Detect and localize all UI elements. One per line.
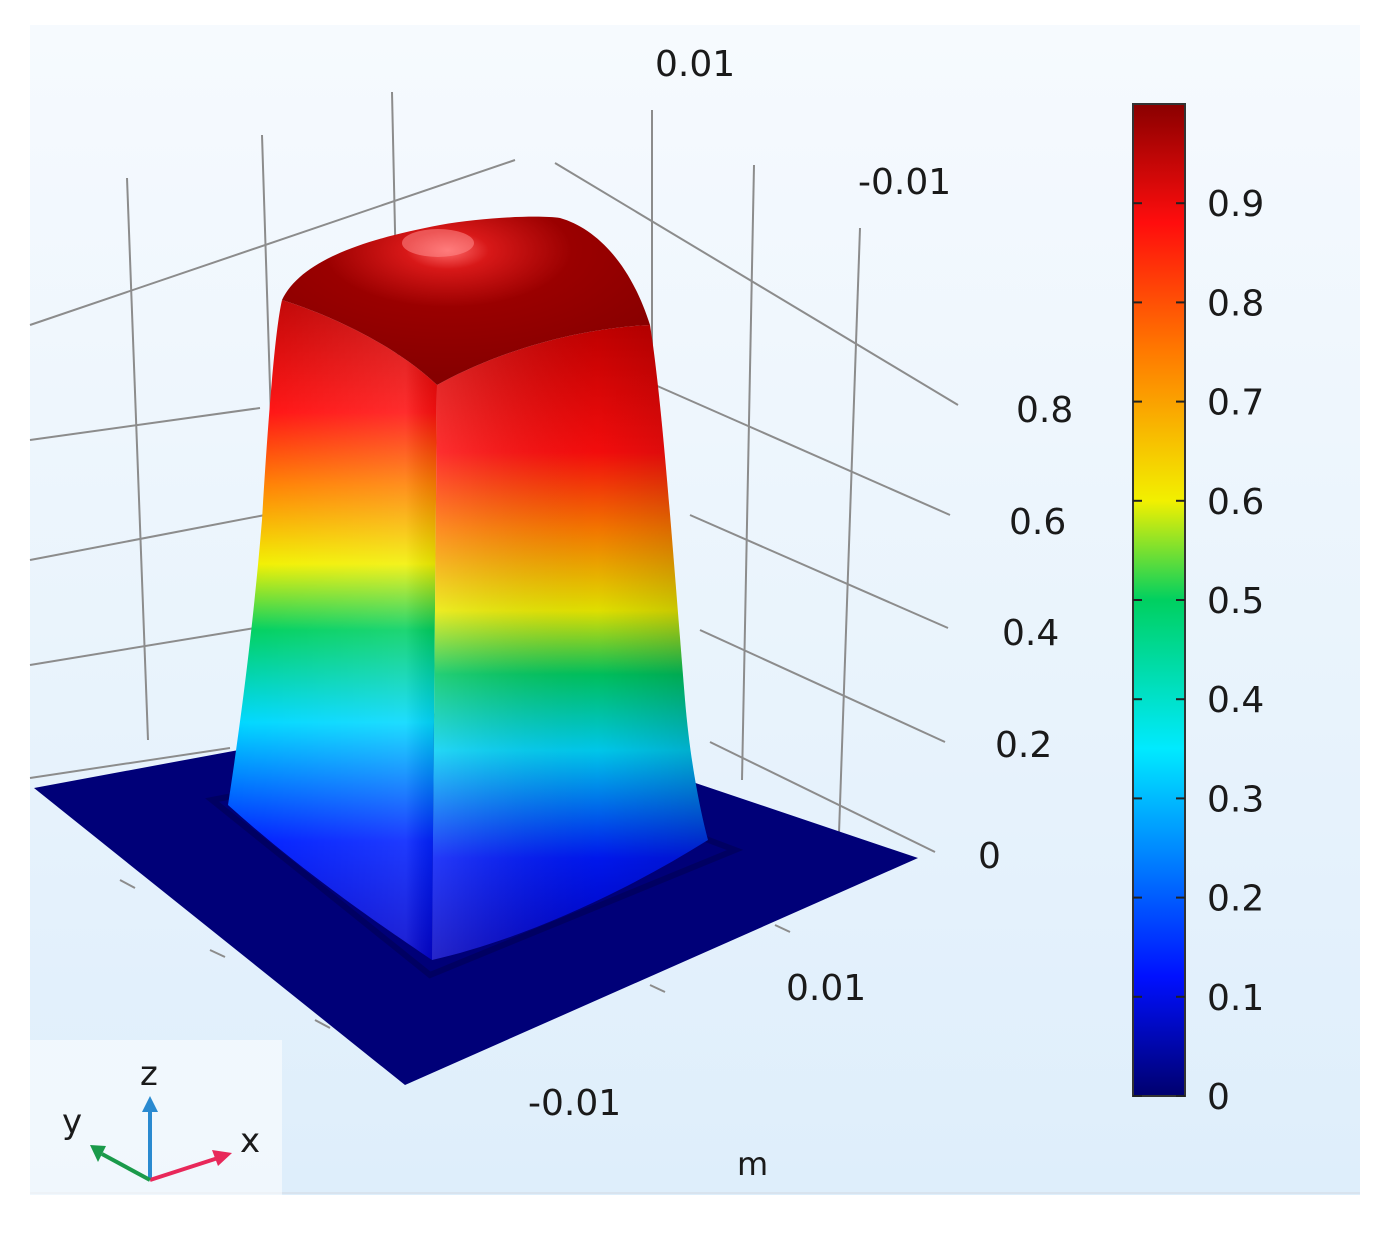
grid-line bbox=[29, 407, 261, 441]
plateau-left-shade bbox=[228, 300, 437, 960]
axis-tick-mark bbox=[774, 924, 791, 933]
triad-y-arrowhead bbox=[90, 1145, 106, 1162]
grid-line bbox=[29, 514, 266, 561]
colorbar-tick-label: 0.6 bbox=[1207, 482, 1264, 523]
grid-line bbox=[689, 514, 949, 629]
triad-y-arrow bbox=[101, 1152, 151, 1182]
triad-z-arrowhead bbox=[142, 1096, 158, 1112]
grid-line bbox=[837, 227, 861, 863]
triad-x-label: x bbox=[240, 1121, 260, 1161]
x-tick-label: 0.01 bbox=[786, 968, 866, 1009]
z-tick-label: 0.6 bbox=[1009, 502, 1066, 543]
triad-y-label: y bbox=[62, 1102, 82, 1142]
colorbar-tick-label: 0.3 bbox=[1207, 779, 1264, 820]
grid-line bbox=[29, 159, 516, 326]
grid-line bbox=[699, 629, 946, 743]
y-tick-label: -0.01 bbox=[858, 162, 951, 203]
triad-x-arrowhead bbox=[212, 1150, 232, 1166]
grid-line bbox=[554, 162, 959, 406]
axis-tick-mark bbox=[649, 984, 666, 993]
grid-line bbox=[29, 627, 256, 666]
grid-line bbox=[654, 384, 951, 516]
z-tick-label: 0.4 bbox=[1002, 613, 1059, 654]
colorbar-ticks: 0 0.1 0.2 0.3 0.4 0.5 0.6 0.7 0.8 0.9 bbox=[1133, 184, 1264, 1118]
axis-tick-mark bbox=[209, 949, 226, 958]
colorbar-tick-label: 0.4 bbox=[1207, 680, 1264, 721]
axis-triad: z x y bbox=[62, 1054, 260, 1182]
grid-line bbox=[29, 747, 231, 779]
bottom-divider bbox=[30, 1192, 1360, 1194]
top-highlight bbox=[402, 229, 474, 257]
triad-background bbox=[30, 1040, 282, 1195]
triad-x-arrow bbox=[149, 1156, 219, 1182]
unit-label: m bbox=[737, 1145, 768, 1183]
colorbar-tick-label: 0.7 bbox=[1207, 383, 1264, 424]
triad-z-label: z bbox=[140, 1054, 158, 1094]
z-tick-label: 0.8 bbox=[1016, 390, 1073, 431]
colorbar-tick-label: 0.9 bbox=[1207, 184, 1264, 225]
colorbar-tick-label: 0.5 bbox=[1207, 581, 1264, 622]
axis-tick-mark bbox=[314, 1019, 331, 1029]
grid-line bbox=[741, 164, 755, 781]
x-tick-label: -0.01 bbox=[528, 1083, 621, 1124]
z-tick-label: 0 bbox=[978, 836, 1001, 877]
axis-tick-mark bbox=[119, 879, 136, 889]
y-tick-label: 0.01 bbox=[655, 44, 735, 85]
colorbar-tick-label: 0 bbox=[1207, 1077, 1230, 1118]
plateau-top-face bbox=[282, 216, 650, 385]
colorbar-tick-label: 0.2 bbox=[1207, 879, 1264, 920]
grid-line bbox=[709, 741, 936, 853]
z-tick-label: 0.2 bbox=[995, 725, 1052, 766]
colorbar-tick-label: 0.8 bbox=[1207, 283, 1264, 324]
plateau-right-shade bbox=[432, 325, 708, 960]
colorbar-tick-label: 0.1 bbox=[1207, 978, 1264, 1019]
